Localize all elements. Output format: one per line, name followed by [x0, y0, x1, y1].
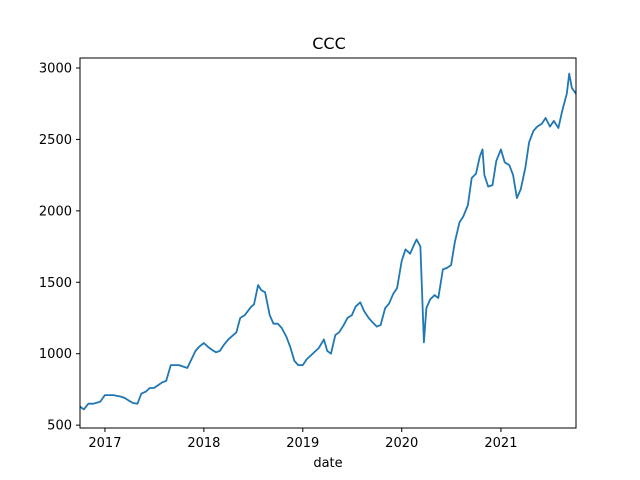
x-tick-label: 2018 [187, 436, 220, 451]
x-tick-label: 2017 [88, 436, 121, 451]
chart-title: CCC [312, 34, 346, 53]
axes-frame [79, 57, 577, 429]
y-tick-label: 3000 [39, 62, 72, 77]
x-axis-label: date [313, 456, 342, 471]
series-line-ccc [79, 72, 577, 411]
x-axis: 2017 2018 2019 2020 2021 [88, 428, 517, 451]
plot-area [79, 72, 577, 411]
y-tick-label: 1500 [39, 276, 72, 291]
y-tick-label: 1000 [39, 347, 72, 362]
x-tick-label: 2020 [385, 436, 418, 451]
y-axis: 500 1000 1500 2000 2500 3000 [39, 62, 80, 434]
x-tick-label: 2021 [484, 436, 517, 451]
y-tick-label: 2500 [39, 133, 72, 148]
y-tick-label: 2000 [39, 204, 72, 219]
y-tick-label: 500 [47, 419, 72, 434]
x-tick-label: 2019 [286, 436, 319, 451]
